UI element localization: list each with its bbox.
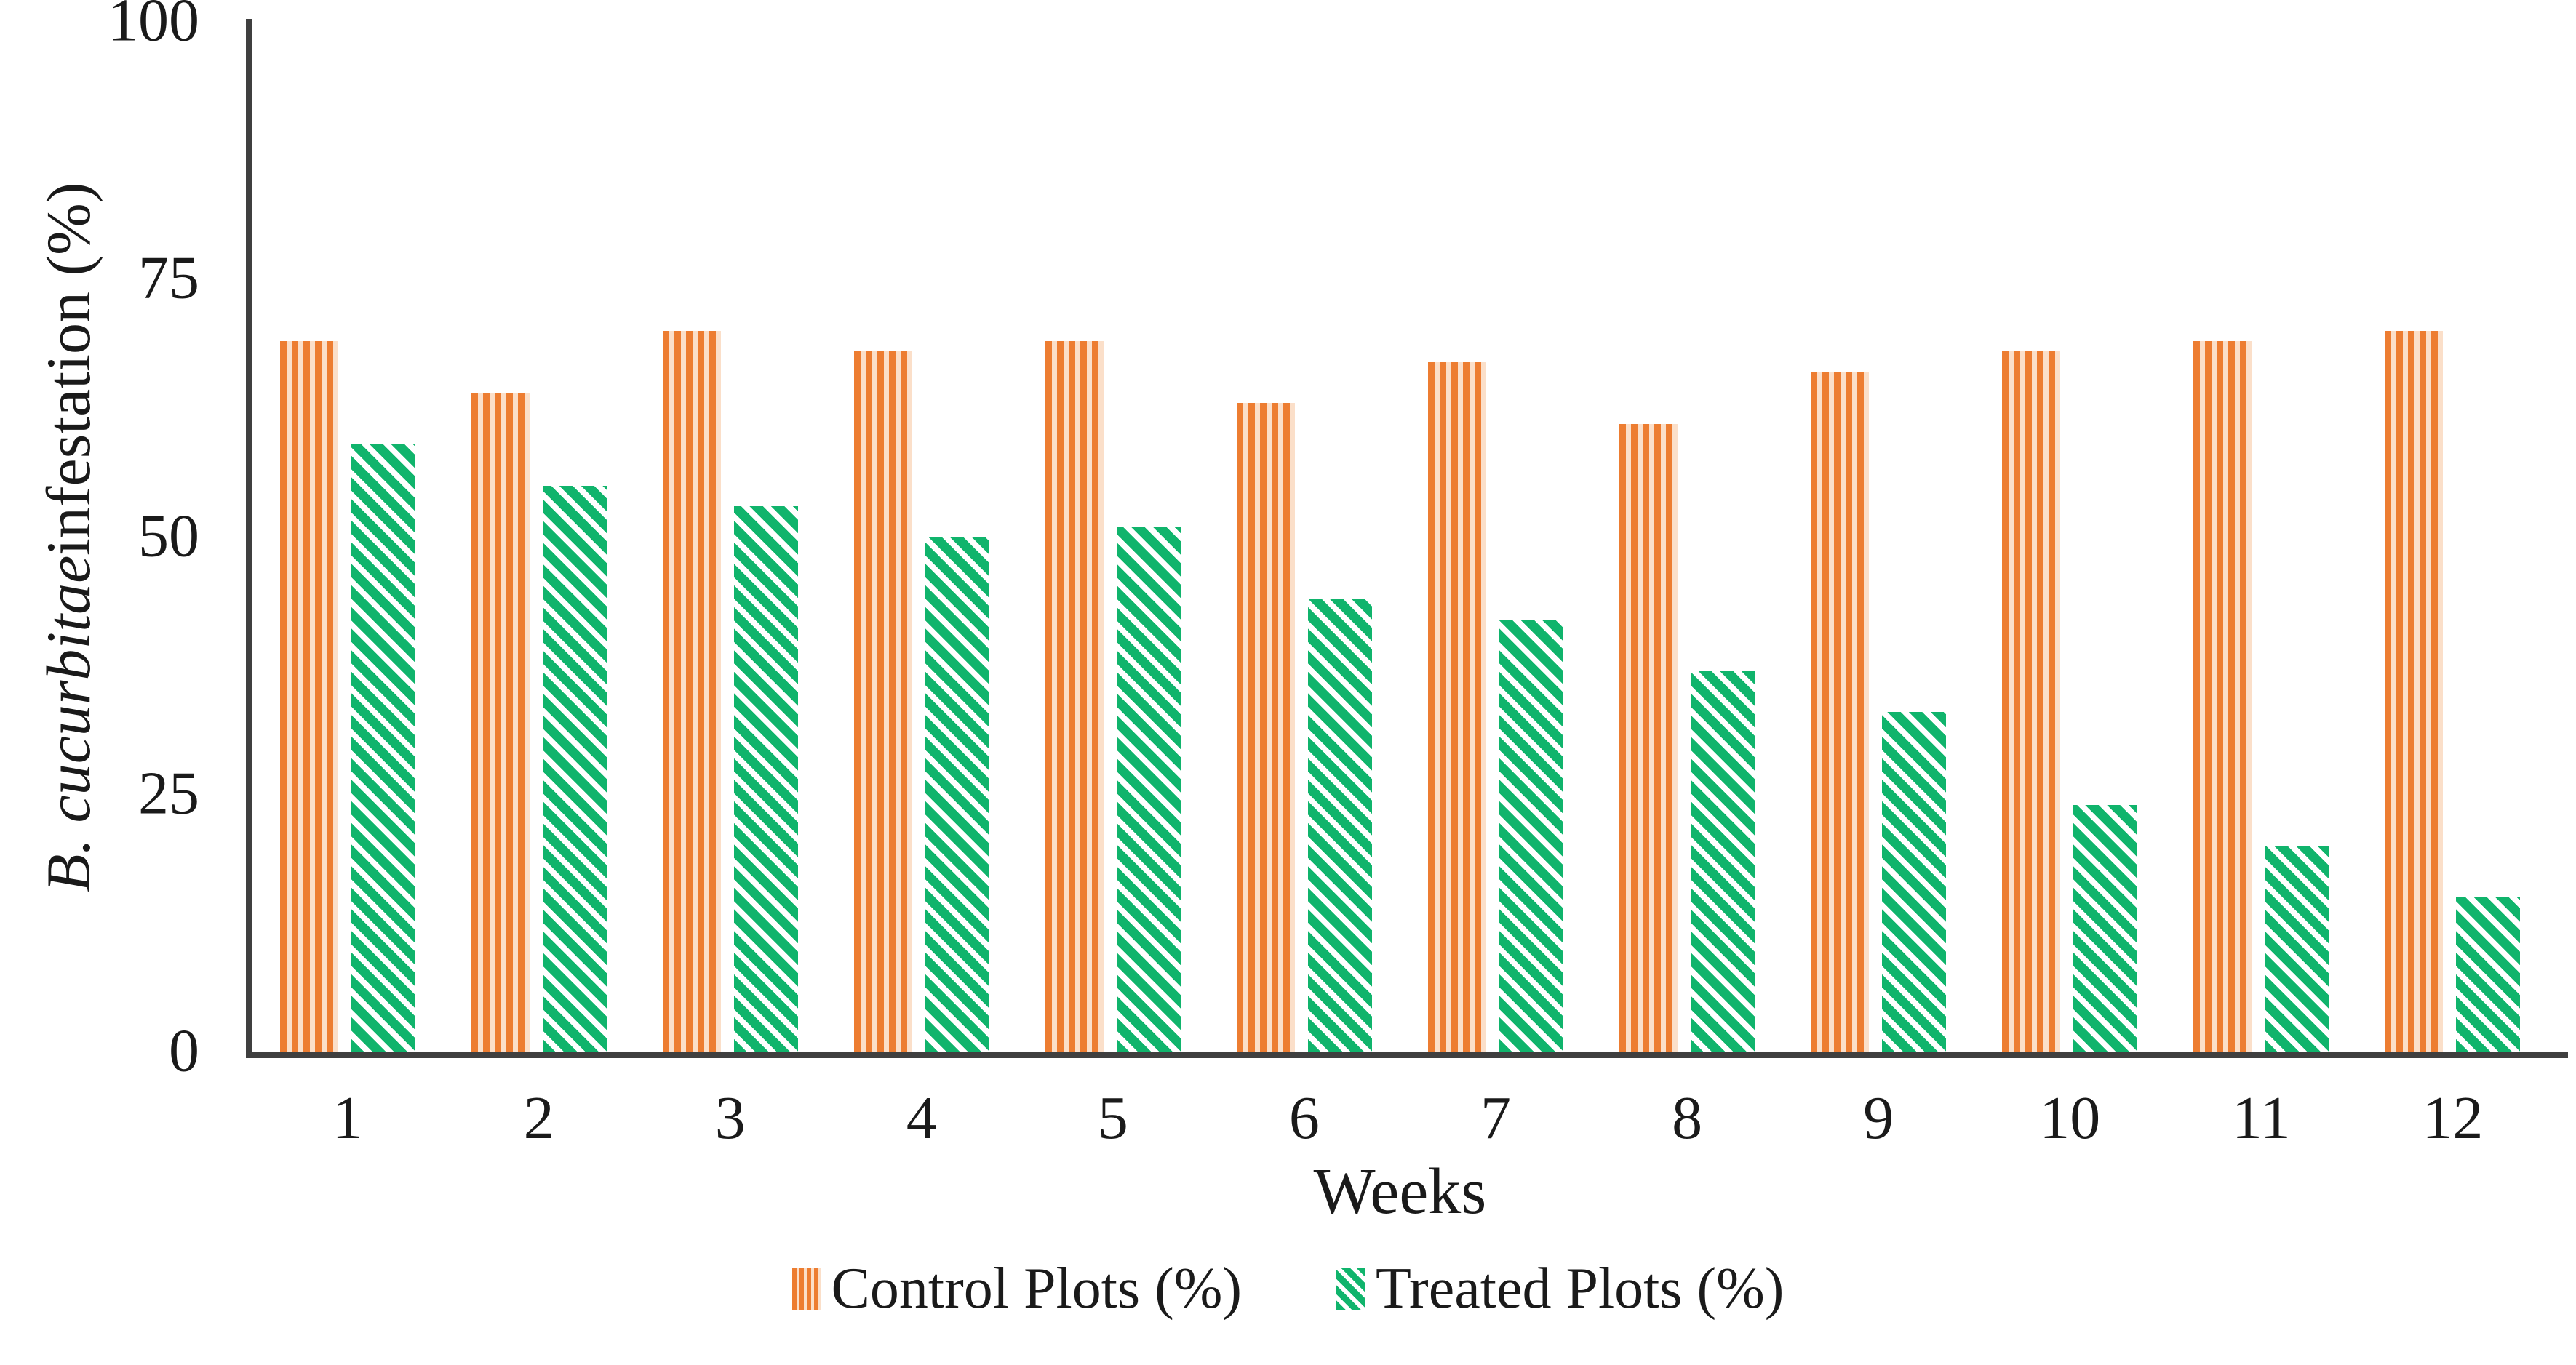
y-tick-label-50: 50 — [138, 501, 199, 569]
y-axis-line — [246, 19, 252, 1058]
bar-group-week-10 — [1974, 22, 2166, 1052]
bar-treated-week-7 — [1499, 619, 1563, 1052]
plot-area — [252, 22, 2548, 1052]
legend: Control Plots (%) Treated Plots (%) — [0, 1260, 2576, 1318]
bar-control-week-4 — [853, 351, 912, 1052]
bar-control-week-9 — [1811, 372, 1870, 1052]
y-axis-tick-labels: 100 75 50 25 0 — [0, 0, 199, 1081]
bar-group-week-4 — [826, 22, 1017, 1052]
x-axis-tick-labels: 1 2 3 4 5 6 7 8 9 10 11 12 — [252, 1088, 2548, 1149]
bar-control-week-7 — [1428, 361, 1486, 1052]
bar-treated-week-2 — [542, 485, 607, 1052]
x-tick-label-week-7: 7 — [1480, 1084, 1511, 1152]
legend-item-control: Control Plots (%) — [791, 1257, 1242, 1321]
x-tick-label-week-11: 11 — [2231, 1084, 2291, 1152]
control-swatch-icon — [791, 1268, 821, 1310]
bar-control-week-11 — [2193, 341, 2252, 1052]
bar-group-week-6 — [1208, 22, 1400, 1052]
bar-control-week-12 — [2385, 331, 2444, 1052]
bar-control-week-8 — [1619, 423, 1678, 1052]
x-tick-label-week-2: 2 — [523, 1084, 554, 1152]
x-tick-label-week-1: 1 — [332, 1084, 363, 1152]
x-tick-label-week-6: 6 — [1288, 1084, 1320, 1152]
bar-treated-week-3 — [733, 506, 798, 1052]
x-tick-label-week-9: 9 — [1863, 1084, 1894, 1152]
bar-treated-week-11 — [2265, 846, 2329, 1052]
bar-control-week-2 — [471, 393, 530, 1052]
x-tick-label-week-12: 12 — [2422, 1084, 2484, 1152]
bar-control-week-10 — [2002, 351, 2061, 1052]
x-axis-title: Weeks — [1313, 1156, 1487, 1228]
bar-group-week-7 — [1400, 22, 1591, 1052]
bar-group-week-1 — [252, 22, 443, 1052]
legend-item-treated: Treated Plots (%) — [1336, 1260, 1784, 1318]
bar-treated-week-4 — [925, 537, 989, 1052]
bar-treated-week-1 — [351, 444, 415, 1052]
bar-treated-week-9 — [1882, 712, 1947, 1052]
bar-treated-week-12 — [2456, 897, 2521, 1052]
bar-group-week-11 — [2166, 22, 2357, 1052]
bar-group-week-5 — [1017, 22, 1208, 1052]
y-tick-label-25: 25 — [138, 759, 199, 828]
x-tick-label-week-3: 3 — [714, 1084, 746, 1152]
x-tick-label-week-10: 10 — [2039, 1084, 2101, 1152]
bar-group-week-3 — [634, 22, 826, 1052]
bar-control-week-6 — [1236, 403, 1295, 1052]
bar-control-week-3 — [662, 331, 721, 1052]
treated-swatch-icon — [1336, 1268, 1365, 1310]
bar-group-week-9 — [1783, 22, 1974, 1052]
bar-treated-week-6 — [1307, 599, 1372, 1052]
bar-treated-week-8 — [1691, 671, 1755, 1052]
x-tick-label-week-4: 4 — [906, 1084, 937, 1152]
y-tick-label-75: 75 — [138, 244, 199, 312]
y-tick-label-0: 0 — [169, 1017, 199, 1085]
legend-label-control: Control Plots (%) — [831, 1257, 1242, 1321]
bar-control-week-5 — [1045, 341, 1104, 1052]
bar-group-week-12 — [2357, 22, 2548, 1052]
bar-control-week-1 — [279, 341, 338, 1052]
bar-treated-week-5 — [1116, 527, 1181, 1052]
x-axis-line — [246, 1052, 2568, 1058]
legend-label-treated: Treated Plots (%) — [1376, 1257, 1785, 1321]
x-tick-label-week-5: 5 — [1097, 1084, 1128, 1152]
bar-treated-week-10 — [2073, 804, 2138, 1052]
x-tick-label-week-8: 8 — [1672, 1084, 1703, 1152]
y-tick-label-100: 100 — [108, 0, 199, 55]
bar-group-week-8 — [1592, 22, 1783, 1052]
bar-group-week-2 — [443, 22, 634, 1052]
